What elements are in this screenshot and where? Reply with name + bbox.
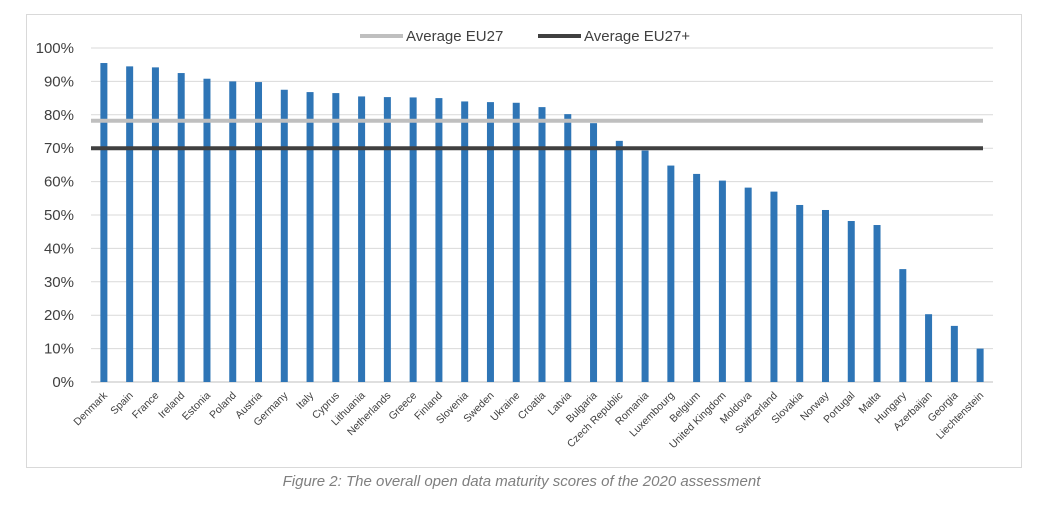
legend-label: Average EU27 (406, 28, 503, 45)
reference-lines (91, 121, 983, 148)
x-axis: DenmarkSpainFranceIrelandEstoniaPolandAu… (71, 389, 986, 451)
x-tick-label: Croatia (516, 390, 549, 423)
y-tick-label: 100% (36, 40, 74, 57)
bar (925, 314, 932, 382)
bar (384, 97, 391, 382)
bar (461, 101, 468, 382)
bar (100, 63, 107, 382)
bars (100, 63, 983, 382)
bar (977, 349, 984, 382)
y-tick-label: 60% (44, 174, 74, 191)
legend: Average EU27 Average EU27+ (360, 28, 690, 45)
bar (693, 174, 700, 382)
bar (281, 90, 288, 382)
y-axis: 0% 10% 20% 30% 40% 50% 60% 70% 80% 90% 100% (36, 40, 74, 391)
x-tick-label: Estonia (180, 390, 213, 423)
bar (616, 141, 623, 382)
bar-chart: 0% 10% 20% 30% 40% 50% 60% 70% 80% 90% 100% Denmar… (0, 0, 1043, 470)
bar (719, 181, 726, 382)
y-tick-label: 0% (52, 374, 74, 391)
y-tick-label: 30% (44, 274, 74, 291)
y-tick-label: 40% (44, 240, 74, 257)
bar (126, 66, 133, 382)
bar (951, 326, 958, 382)
bar (667, 166, 674, 382)
y-tick-label: 20% (44, 307, 74, 324)
y-tick-label: 90% (44, 73, 74, 90)
x-tick-label: Denmark (71, 389, 110, 428)
bar (590, 123, 597, 382)
bar (822, 210, 829, 382)
x-tick-label: Ukraine (488, 390, 522, 424)
bar (770, 192, 777, 382)
bar (874, 225, 881, 382)
y-tick-label: 10% (44, 341, 74, 358)
legend-label: Average EU27+ (584, 28, 690, 45)
bar (745, 188, 752, 382)
bar (642, 151, 649, 382)
bar (152, 67, 159, 382)
x-tick-label: Italy (294, 389, 317, 412)
bar (899, 269, 906, 382)
figure-caption: Figure 2: The overall open data maturity… (0, 473, 1043, 490)
bar (796, 205, 803, 382)
x-tick-label: France (130, 390, 162, 422)
bar (332, 93, 339, 382)
bar (255, 82, 262, 382)
y-tick-label: 70% (44, 140, 74, 157)
bar (487, 102, 494, 382)
y-tick-label: 80% (44, 107, 74, 124)
x-tick-label: Poland (207, 390, 239, 422)
bar (410, 97, 417, 382)
bar (203, 79, 210, 382)
bar (307, 92, 314, 382)
bar (848, 221, 855, 382)
bar (358, 96, 365, 382)
bar (513, 103, 520, 382)
bar (229, 81, 236, 382)
y-tick-label: 50% (44, 207, 74, 224)
bar (564, 114, 571, 382)
bar (435, 98, 442, 382)
